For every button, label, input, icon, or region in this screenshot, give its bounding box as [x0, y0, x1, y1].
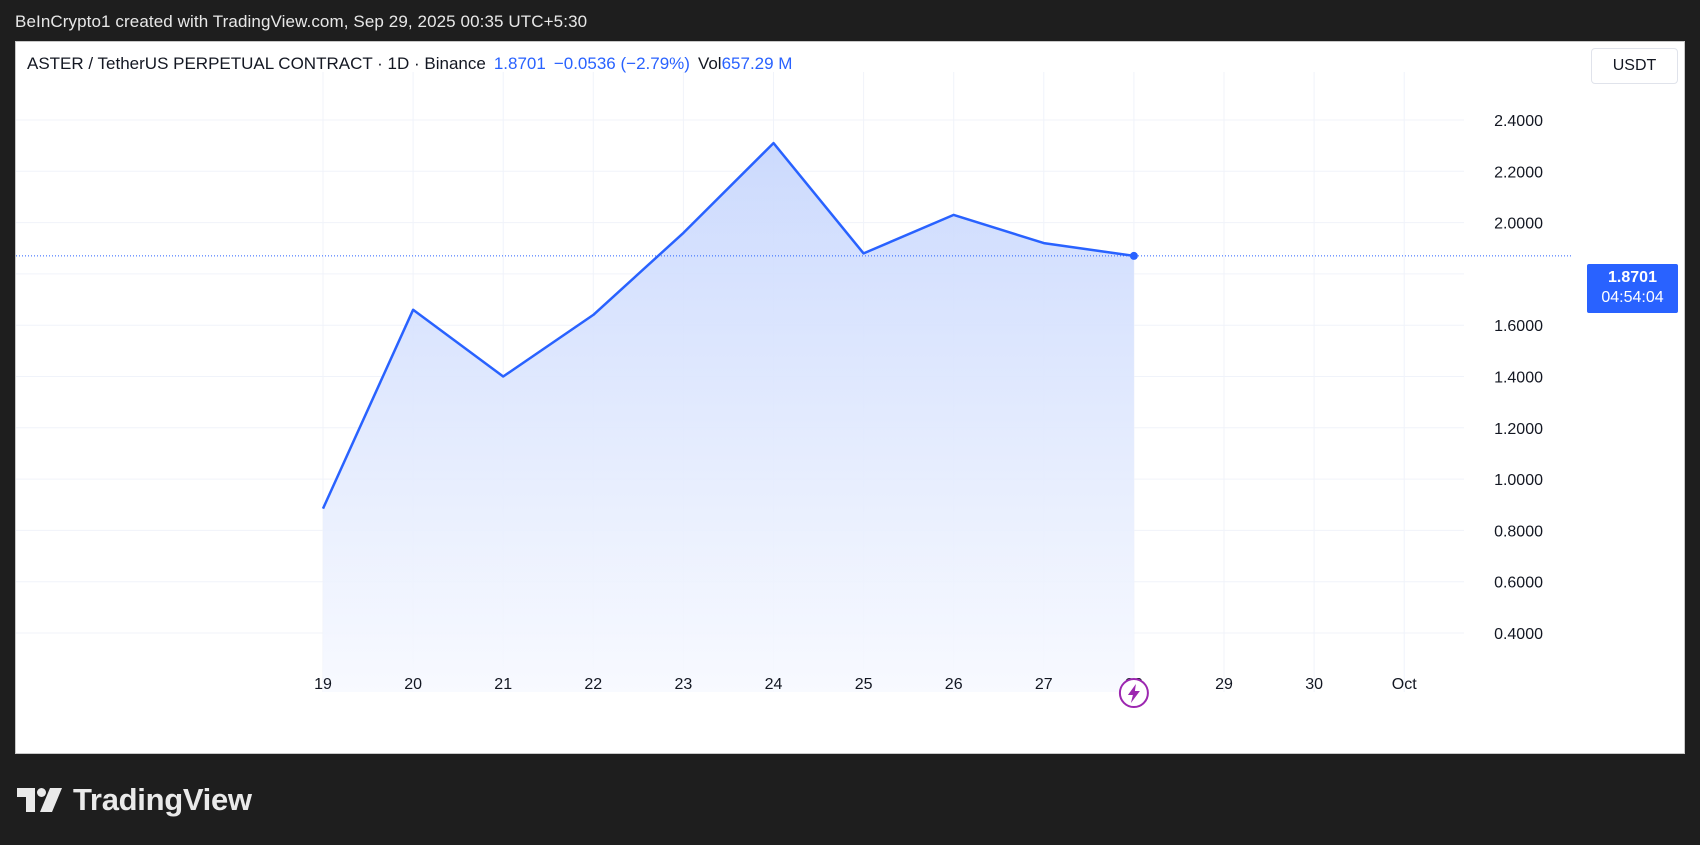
last-price: 1.8701: [493, 54, 546, 73]
x-tick-label: 24: [765, 676, 783, 693]
y-tick-label: 1.6000: [1494, 318, 1543, 335]
tradingview-logo-text: TradingView: [73, 782, 252, 817]
chart-panel[interactable]: 2.4000 2.2000 2.0000 1.6000 1.4000 1.2000 1.00…: [15, 41, 1685, 754]
x-tick-label: 26: [945, 676, 963, 693]
y-tick-label: 2.2000: [1494, 164, 1543, 181]
symbol-title[interactable]: ASTER / TetherUS PERPETUAL CONTRACT · 1D…: [27, 54, 486, 73]
x-tick-label: Oct: [1392, 676, 1417, 693]
series-line: [321, 141, 1135, 510]
y-axis: 2.4000 2.2000 2.0000 1.6000 1.4000 1.2000 1.00…: [1494, 113, 1543, 643]
volume-value: 657.29 M: [721, 54, 793, 73]
x-tick-label: 19: [314, 676, 332, 693]
series: [321, 141, 1138, 510]
tradingview-logo-icon: [17, 788, 62, 812]
last-price-tag: 1.8701 04:54:04: [1587, 264, 1678, 313]
x-tick-label: 29: [1215, 676, 1233, 693]
price-change: −0.0536 (−2.79%): [553, 54, 690, 73]
event-marker[interactable]: [1118, 678, 1149, 708]
y-tick-label: 0.8000: [1494, 523, 1543, 540]
area-fill-path: [323, 143, 1134, 693]
x-tick-label: 22: [584, 676, 602, 693]
y-tick-label: 1.2000: [1494, 421, 1543, 438]
x-tick-label: 25: [855, 676, 873, 693]
x-tick-label: 23: [675, 676, 693, 693]
x-tick-label: 30: [1305, 676, 1323, 693]
price-tag-value: 1.8701: [1608, 269, 1657, 286]
x-tick-label: 20: [404, 676, 422, 693]
last-point-marker: [1129, 251, 1138, 260]
y-tick-label: 2.4000: [1494, 113, 1543, 130]
price-chart[interactable]: 2.4000 2.2000 2.0000 1.6000 1.4000 1.2000 1.00…: [16, 42, 1684, 753]
tradingview-logo[interactable]: TradingView: [17, 782, 252, 818]
currency-button[interactable]: USDT: [1591, 48, 1678, 84]
y-tick-label: 0.6000: [1494, 575, 1543, 592]
x-tick-label: 21: [494, 676, 512, 693]
area-fill: [323, 143, 1134, 693]
x-tick-label: 27: [1035, 676, 1053, 693]
y-tick-label: 0.4000: [1494, 626, 1543, 643]
y-tick-label: 2.0000: [1494, 216, 1543, 233]
symbol-legend[interactable]: ASTER / TetherUS PERPETUAL CONTRACT · 1D…: [27, 54, 792, 74]
chart-caption: BeInCrypto1 created with TradingView.com…: [15, 12, 588, 31]
y-tick-label: 1.0000: [1494, 472, 1543, 489]
bar-countdown: 04:54:04: [1601, 289, 1664, 306]
y-tick-label: 1.4000: [1494, 370, 1543, 387]
volume-label: Vol: [697, 54, 722, 73]
lightning-icon: [1127, 684, 1140, 703]
